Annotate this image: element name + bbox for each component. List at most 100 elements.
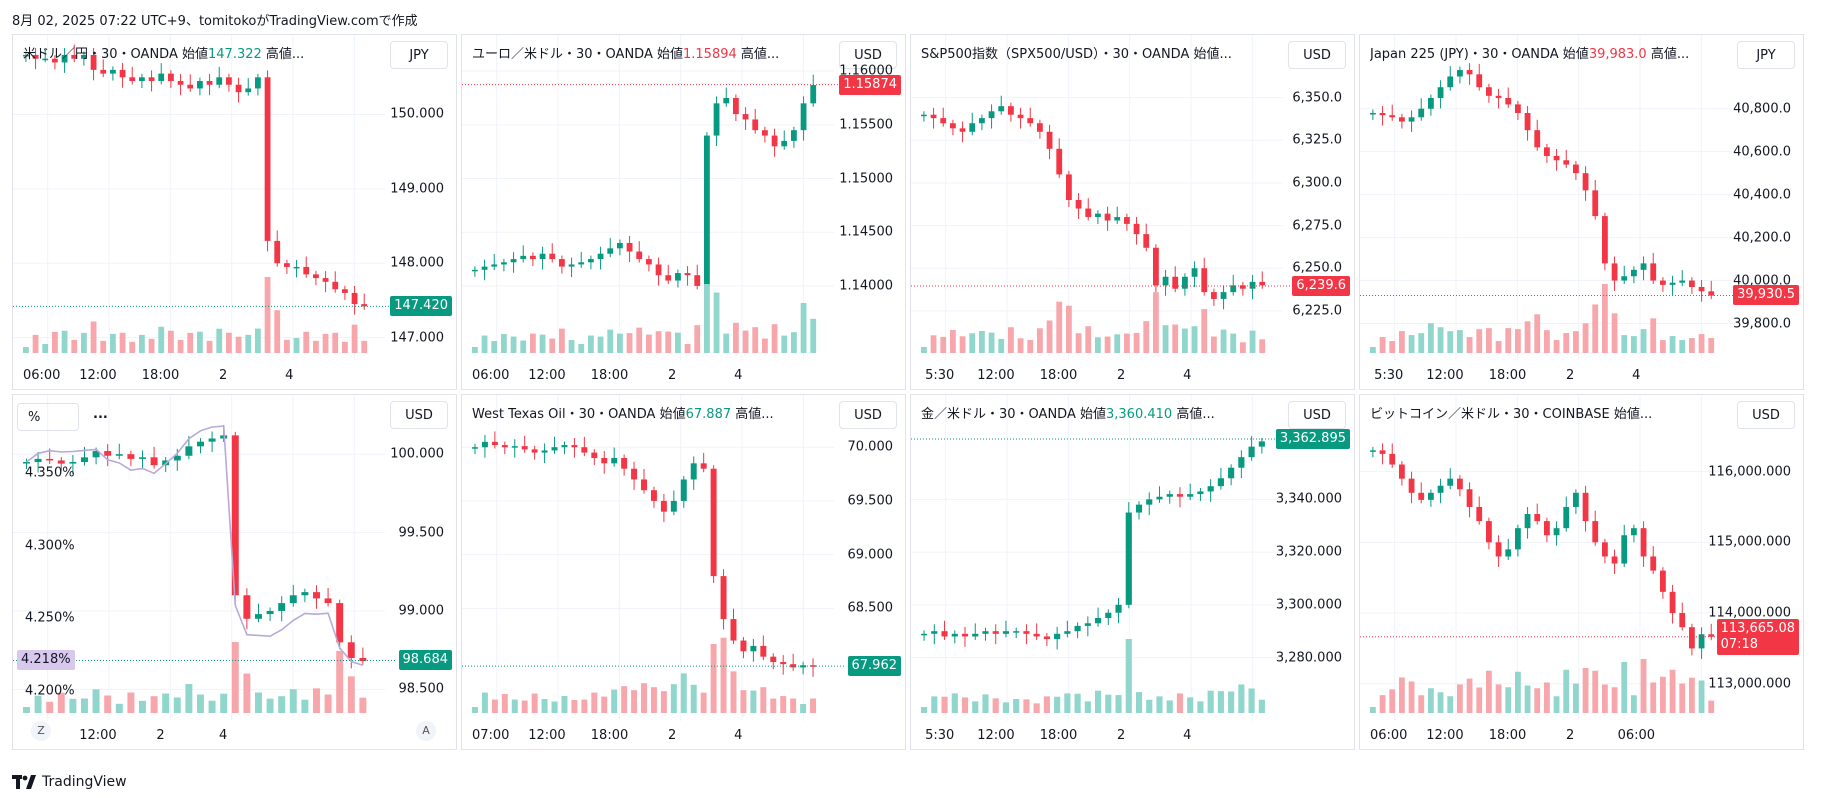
candle-body	[1457, 478, 1463, 490]
candle-body	[1056, 148, 1063, 175]
candle-body	[641, 479, 647, 491]
x-tick-label: 07:00	[472, 728, 509, 743]
volume-bar	[1389, 341, 1396, 353]
candle-body	[1064, 631, 1071, 634]
y-tick-label-left: 4.350%	[25, 466, 75, 481]
chart-plot[interactable]	[462, 395, 906, 750]
chart-panel[interactable]: ユーロ／米ドル・30・OANDA 始値1.15894 高値... USD 1.160…	[461, 34, 906, 390]
candle-body	[951, 633, 958, 637]
candle-body	[1248, 446, 1255, 458]
more-menu[interactable]: ...	[93, 407, 108, 422]
volume-bar	[982, 694, 989, 713]
candle-body	[1418, 108, 1425, 118]
candle-body	[921, 114, 927, 117]
volume-bar	[1495, 684, 1502, 713]
chart-panel[interactable]: West Texas Oil・30・OANDA 始値67.887 高値... US…	[461, 394, 906, 750]
candle-body	[264, 77, 271, 241]
currency-button[interactable]: USD	[1288, 401, 1346, 429]
volume-bar	[733, 322, 739, 353]
tradingview-logo[interactable]: TradingView	[12, 774, 127, 790]
candle-body	[1095, 618, 1102, 624]
volume-bar	[1476, 329, 1483, 353]
candle-body	[531, 449, 538, 453]
a-button[interactable]: A	[416, 721, 436, 741]
y-tick-label: 3,300.000	[1276, 597, 1342, 612]
chart-panel[interactable]: Japan 225 (JPY)・30・OANDA 始値39,983.0 高値..…	[1359, 34, 1804, 390]
x-tick-text: 18:00	[1488, 728, 1527, 743]
candle-body	[303, 266, 310, 275]
currency-button[interactable]: USD	[1288, 41, 1346, 69]
candle-body	[1679, 613, 1686, 628]
currency-button[interactable]: USD	[839, 41, 897, 69]
candle-body	[972, 633, 979, 637]
currency-button[interactable]: USD	[1737, 401, 1795, 429]
currency-button[interactable]: JPY	[390, 41, 448, 69]
currency-button[interactable]: USD	[839, 401, 897, 429]
volume-bar	[611, 689, 618, 713]
symbol-title: ビットコイン／米ドル・30・COINBASE	[1370, 407, 1610, 422]
chart-panel[interactable]: ビットコイン／米ドル・30・COINBASE 始値... USD 116,000.…	[1359, 394, 1804, 750]
chart-panel[interactable]: 米ドル／円・30・OANDA 始値147.322 高値... JPY 150.000…	[12, 34, 457, 390]
high-label: 高値...	[1176, 407, 1215, 422]
volume-bar	[940, 336, 947, 353]
volume-bar	[1008, 327, 1014, 353]
volume-bar	[351, 324, 358, 353]
volume-bar	[1524, 685, 1531, 713]
volume-bar	[104, 695, 112, 713]
candle-body	[988, 111, 995, 119]
chart-plot[interactable]	[13, 395, 457, 750]
volume-bar	[150, 696, 158, 713]
last-price-text: 98.684	[402, 652, 449, 668]
volume-bar	[158, 326, 165, 353]
candle-body	[1486, 521, 1492, 543]
candle-body	[1105, 612, 1112, 618]
x-tick-label: 06:00	[1370, 728, 1407, 743]
candle-body	[1466, 70, 1473, 75]
left-price-text: 4.218%	[21, 652, 71, 668]
percent-scale-box[interactable]: %	[17, 403, 79, 431]
y-tick-text: 6,325.0	[1292, 132, 1342, 148]
volume-bar	[57, 692, 65, 713]
chart-plot[interactable]	[911, 35, 1355, 390]
candle-body	[472, 447, 478, 449]
candle-body	[1544, 147, 1550, 156]
chart-plot[interactable]	[13, 35, 457, 390]
candle-body	[1573, 164, 1579, 174]
chart-plot[interactable]	[1360, 35, 1804, 390]
candle-body	[1066, 174, 1072, 200]
volume-bar	[1258, 699, 1265, 713]
volume-bar	[1153, 292, 1159, 353]
volume-bar	[1447, 331, 1454, 353]
candle-body	[1008, 106, 1014, 115]
candle-body	[740, 640, 747, 652]
candle-body	[361, 304, 368, 307]
volume-bar	[206, 340, 213, 353]
x-tick-label: 12:00	[528, 368, 565, 383]
symbol-title: West Texas Oil・30・OANDA	[472, 407, 656, 422]
currency-button[interactable]: JPY	[1737, 41, 1795, 69]
candle-body	[1505, 97, 1512, 105]
currency-button[interactable]: USD	[390, 401, 448, 429]
z-button[interactable]: Z	[31, 721, 51, 741]
candle-body	[255, 77, 261, 89]
candle-body	[733, 97, 739, 115]
chart-panel[interactable]: S&P500指数（SPX500/USD）・30・OANDA 始値... USD 6…	[910, 34, 1355, 390]
volume-bar	[646, 334, 652, 353]
volume-bar	[1197, 701, 1204, 713]
chart-plot[interactable]	[462, 35, 906, 390]
x-tick-text: 06:00	[22, 368, 61, 383]
candle-body	[1370, 113, 1376, 115]
volume-bar	[313, 340, 319, 353]
volume-bar	[32, 334, 39, 353]
chart-plot[interactable]	[1360, 395, 1804, 750]
chart-panel[interactable]: %... USD 100.000 99.500 99.000 98.500 4.350% 4.…	[12, 394, 457, 750]
volume-bar	[690, 684, 697, 713]
chart-panel[interactable]: 金／米ドル・30・OANDA 始値3,360.410 高値... USD 3,340…	[910, 394, 1355, 750]
candle-body	[665, 275, 672, 281]
candle-body	[930, 114, 937, 119]
candle-body	[1217, 478, 1224, 487]
chart-plot[interactable]	[911, 395, 1355, 750]
candle-body	[336, 603, 344, 643]
y-tick-label: 40,600.0	[1733, 144, 1791, 159]
volume-bar	[1379, 337, 1386, 353]
